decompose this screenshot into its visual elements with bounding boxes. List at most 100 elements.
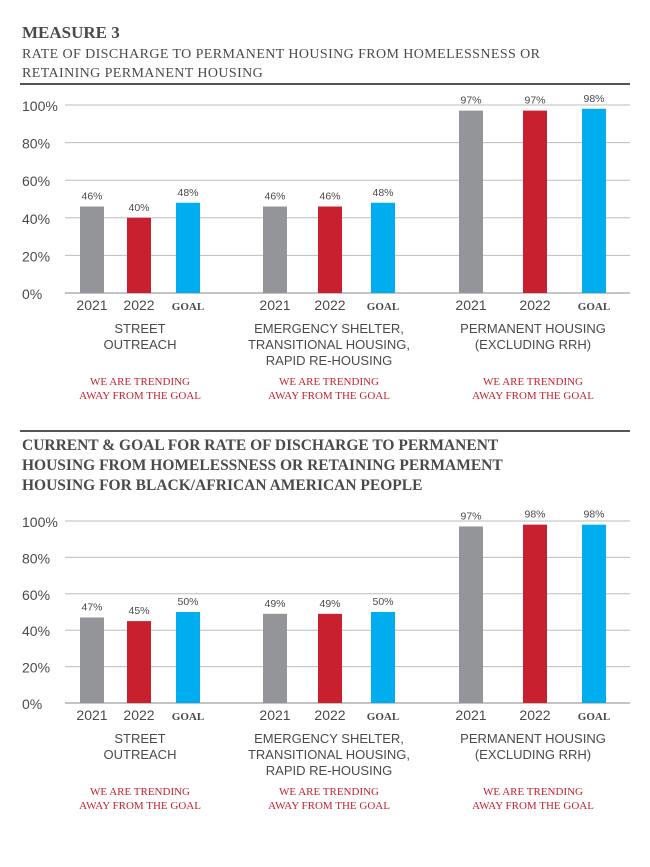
y-tick-label: 60% bbox=[22, 587, 50, 603]
x-bar-label: 2022 bbox=[123, 707, 154, 723]
category-label: TRANSITIONAL HOUSING, bbox=[248, 747, 410, 762]
y-tick-label: 100% bbox=[22, 98, 58, 114]
category-label: (EXCLUDING RRH) bbox=[475, 747, 591, 762]
bar-2022 bbox=[127, 217, 151, 293]
bar-value-label: 48% bbox=[372, 187, 393, 199]
subtitle-line-1: RATE OF DISCHARGE TO PERMANENT HOUSING F… bbox=[22, 47, 541, 62]
bar-2022 bbox=[318, 613, 342, 703]
bar-2021 bbox=[263, 613, 287, 703]
bar-value-label: 49% bbox=[319, 598, 340, 610]
x-bar-label: 2021 bbox=[259, 297, 290, 313]
bar-2022 bbox=[318, 206, 342, 293]
y-tick-label: 20% bbox=[22, 660, 50, 676]
trend-note: WE ARE TRENDING bbox=[90, 786, 190, 798]
x-bar-label: 2021 bbox=[76, 707, 107, 723]
trend-note: WE ARE TRENDING bbox=[483, 376, 583, 388]
x-bar-label: GOAL bbox=[172, 711, 204, 723]
chart-2: 0% 20% 40% 60% 80% 100% 47% 2021 45% 2022 50% GOAL S… bbox=[22, 509, 630, 812]
category-label: STREET bbox=[114, 321, 165, 336]
x-bar-label: GOAL bbox=[367, 301, 399, 313]
bar-value-label: 46% bbox=[319, 191, 340, 203]
category-label: PERMANENT HOUSING bbox=[460, 731, 606, 746]
y-tick-label: 100% bbox=[22, 514, 58, 530]
bar-value-label: 40% bbox=[128, 202, 149, 214]
x-bar-label: GOAL bbox=[578, 301, 610, 313]
trend-note: AWAY FROM THE GOAL bbox=[268, 800, 390, 812]
y-tick-label: 40% bbox=[22, 623, 50, 639]
trend-note: AWAY FROM THE GOAL bbox=[472, 800, 594, 812]
category-label: RAPID RE-HOUSING bbox=[266, 763, 392, 778]
bar-value-label: 46% bbox=[264, 191, 285, 203]
y-tick-label: 40% bbox=[22, 211, 50, 227]
bar-goal bbox=[582, 524, 606, 703]
x-bar-label: GOAL bbox=[172, 301, 204, 313]
bar-value-label: 50% bbox=[177, 596, 198, 608]
x-bar-label: 2021 bbox=[259, 707, 290, 723]
chart2-title-line-3: HOUSING FOR BLACK/AFRICAN AMERICAN PEOPL… bbox=[22, 477, 422, 494]
bar-2022 bbox=[523, 110, 547, 293]
chart2-title-line-1: CURRENT & GOAL FOR RATE OF DISCHARGE TO … bbox=[22, 437, 499, 454]
x-bar-label: 2022 bbox=[314, 707, 345, 723]
bar-2021 bbox=[80, 206, 104, 293]
x-bar-label: 2022 bbox=[519, 707, 550, 723]
x-bar-label: 2022 bbox=[519, 297, 550, 313]
y-tick-label: 0% bbox=[22, 286, 42, 302]
bar-goal bbox=[371, 202, 395, 293]
category-label: OUTREACH bbox=[104, 747, 177, 762]
bar-value-label: 98% bbox=[583, 509, 604, 521]
x-bar-label: 2021 bbox=[455, 297, 486, 313]
trend-note: WE ARE TRENDING bbox=[279, 786, 379, 798]
category-label: PERMANENT HOUSING bbox=[460, 321, 606, 336]
bar-2021 bbox=[263, 206, 287, 293]
category-label: OUTREACH bbox=[104, 337, 177, 352]
bar-goal bbox=[176, 612, 200, 703]
y-tick-label: 80% bbox=[22, 550, 50, 566]
bar-goal bbox=[582, 108, 606, 293]
category-label: STREET bbox=[114, 731, 165, 746]
y-tick-label: 80% bbox=[22, 136, 50, 152]
trend-note: WE ARE TRENDING bbox=[483, 786, 583, 798]
category-label: EMERGENCY SHELTER, bbox=[254, 321, 404, 336]
trend-note: WE ARE TRENDING bbox=[279, 376, 379, 388]
y-tick-label: 0% bbox=[22, 696, 42, 712]
bar-value-label: 98% bbox=[524, 509, 545, 521]
bar-value-label: 97% bbox=[460, 95, 481, 107]
trend-note: WE ARE TRENDING bbox=[90, 376, 190, 388]
bar-value-label: 47% bbox=[81, 601, 102, 613]
chart-1: 0% 20% 40% 60% 80% 100% 46% 2021 40% 2022 48% GOAL S… bbox=[22, 93, 630, 402]
y-tick-label: 20% bbox=[22, 248, 50, 264]
subtitle-line-2: RETAINING PERMANENT HOUSING bbox=[22, 66, 263, 81]
x-bar-label: 2021 bbox=[76, 297, 107, 313]
trend-note: AWAY FROM THE GOAL bbox=[79, 800, 201, 812]
bar-2022 bbox=[127, 621, 151, 703]
trend-note: AWAY FROM THE GOAL bbox=[268, 390, 390, 402]
bar-goal bbox=[371, 612, 395, 703]
bar-value-label: 98% bbox=[583, 93, 604, 105]
x-bar-label: 2022 bbox=[314, 297, 345, 313]
bar-value-label: 97% bbox=[460, 510, 481, 522]
bar-2022 bbox=[523, 524, 547, 703]
x-bar-label: 2022 bbox=[123, 297, 154, 313]
category-label: (EXCLUDING RRH) bbox=[475, 337, 591, 352]
measure-heading: MEASURE 3 bbox=[22, 23, 120, 42]
bar-value-label: 49% bbox=[264, 598, 285, 610]
bar-value-label: 45% bbox=[128, 605, 149, 617]
chart2-title-line-2: HOUSING FROM HOMELESSNESS OR RETAINING P… bbox=[22, 457, 503, 474]
trend-note: AWAY FROM THE GOAL bbox=[472, 390, 594, 402]
x-bar-label: GOAL bbox=[578, 711, 610, 723]
y-tick-label: 60% bbox=[22, 173, 50, 189]
category-label: TRANSITIONAL HOUSING, bbox=[248, 337, 410, 352]
bar-2021 bbox=[459, 526, 483, 703]
trend-note: AWAY FROM THE GOAL bbox=[79, 390, 201, 402]
bar-value-label: 97% bbox=[524, 95, 545, 107]
bar-value-label: 50% bbox=[372, 596, 393, 608]
x-bar-label: 2021 bbox=[455, 707, 486, 723]
bar-2021 bbox=[459, 110, 483, 293]
x-bar-label: GOAL bbox=[367, 711, 399, 723]
bar-2021 bbox=[80, 617, 104, 703]
category-label: EMERGENCY SHELTER, bbox=[254, 731, 404, 746]
bar-value-label: 46% bbox=[81, 191, 102, 203]
category-label: RAPID RE-HOUSING bbox=[266, 353, 392, 368]
bar-goal bbox=[176, 202, 200, 293]
